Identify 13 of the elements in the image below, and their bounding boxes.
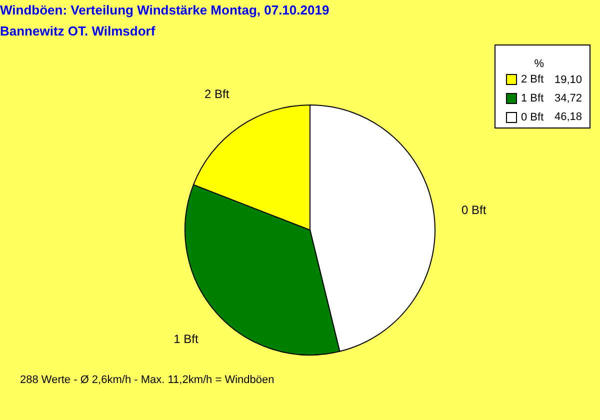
- slice-label: 2 Bft: [204, 86, 230, 101]
- data-label: 34,72: [554, 92, 582, 104]
- slice-label: 0 Bft: [461, 203, 487, 218]
- data-label: 19,10: [554, 74, 582, 86]
- data-label: 46,18: [554, 111, 582, 123]
- text: 288 Werte - Ø 2,6km/h - Max. 11,2km/h = Windböen: [20, 374, 274, 386]
- slice-label: 1 Bft: [174, 332, 199, 346]
- legend-label: 1 Bft: [521, 92, 544, 104]
- legend-label: 2 Bft: [521, 74, 544, 86]
- legend-title: %: [534, 58, 544, 70]
- chart-subtitle: Bannewitz OT. Wilmsdorf: [0, 24, 156, 38]
- legend-label: 0 Bft: [521, 112, 544, 124]
- chart-title: Windböen: Verteilung Windstärke Montag, 07.10.2019: [0, 2, 330, 18]
